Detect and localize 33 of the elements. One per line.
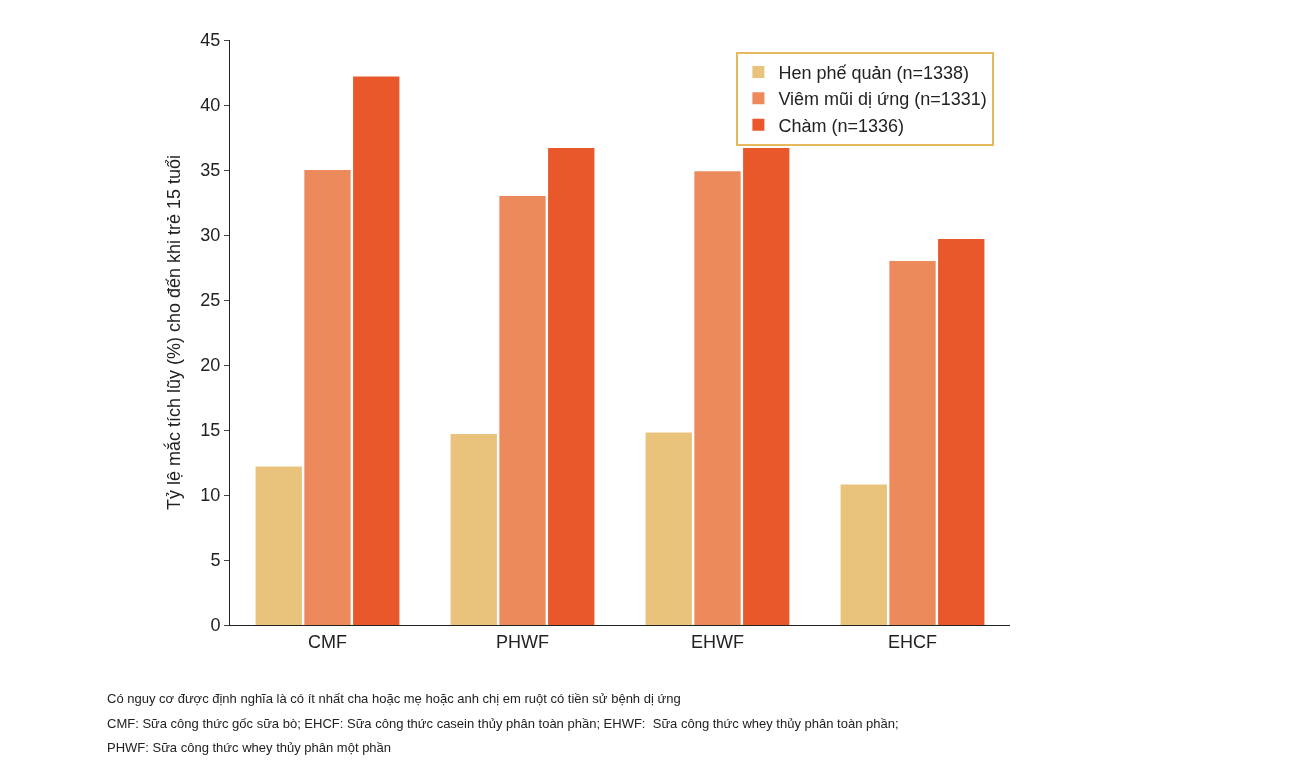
y-tick-label: 45: [200, 30, 221, 51]
y-tick-label: 25: [200, 290, 221, 311]
y-tick-label: 15: [200, 420, 221, 441]
y-tick-label: 5: [210, 550, 221, 571]
bar: [889, 261, 936, 625]
bar: [938, 238, 985, 625]
y-axis-title: Tỷ lệ mắc tích lũy (%) cho đến khi trẻ 15 tuổi: [162, 154, 184, 511]
y-tick-label: 40: [200, 95, 221, 116]
x-tick-label: CMF: [308, 631, 347, 652]
y-tick-label: 10: [200, 485, 221, 506]
bar: [840, 484, 887, 625]
x-tick-label: PHWF: [496, 631, 549, 652]
x-tick-label: EHCF: [888, 631, 937, 652]
text: Có nguy cơ được định nghĩa là có ít nhất cha hoặc mẹ hoặc anh chị em ruột có tiền sử bệnh dị ứng: [107, 691, 681, 706]
bar: [645, 432, 692, 625]
y-tick-label: 0: [210, 615, 221, 636]
text: PHWF: Sữa công thức whey thủy phân một phần: [107, 740, 392, 755]
legend-label: Hen phế quản (n=1338): [778, 62, 970, 83]
bar: [450, 433, 497, 625]
text: CMF: Sữa công thức gốc sữa bò; EHCF: Sữa công thức casein thủy phân toàn phần; EHWF: Sữa công thức whey thủy phân toàn phần;: [107, 716, 899, 731]
bar: [694, 171, 741, 625]
bar: [255, 466, 302, 625]
bar: [743, 147, 790, 625]
y-tick-label: 20: [200, 355, 221, 376]
bar: [353, 76, 400, 625]
bar: [304, 170, 351, 625]
y-tick-label: 35: [200, 160, 221, 181]
bar: [499, 196, 546, 625]
bar: [548, 147, 595, 625]
legend-label: Viêm mũi dị ứng (n=1331): [778, 89, 987, 110]
x-tick-label: EHWF: [691, 631, 744, 652]
y-tick-label: 30: [200, 225, 221, 246]
legend-label: Chàm (n=1336): [778, 115, 904, 136]
